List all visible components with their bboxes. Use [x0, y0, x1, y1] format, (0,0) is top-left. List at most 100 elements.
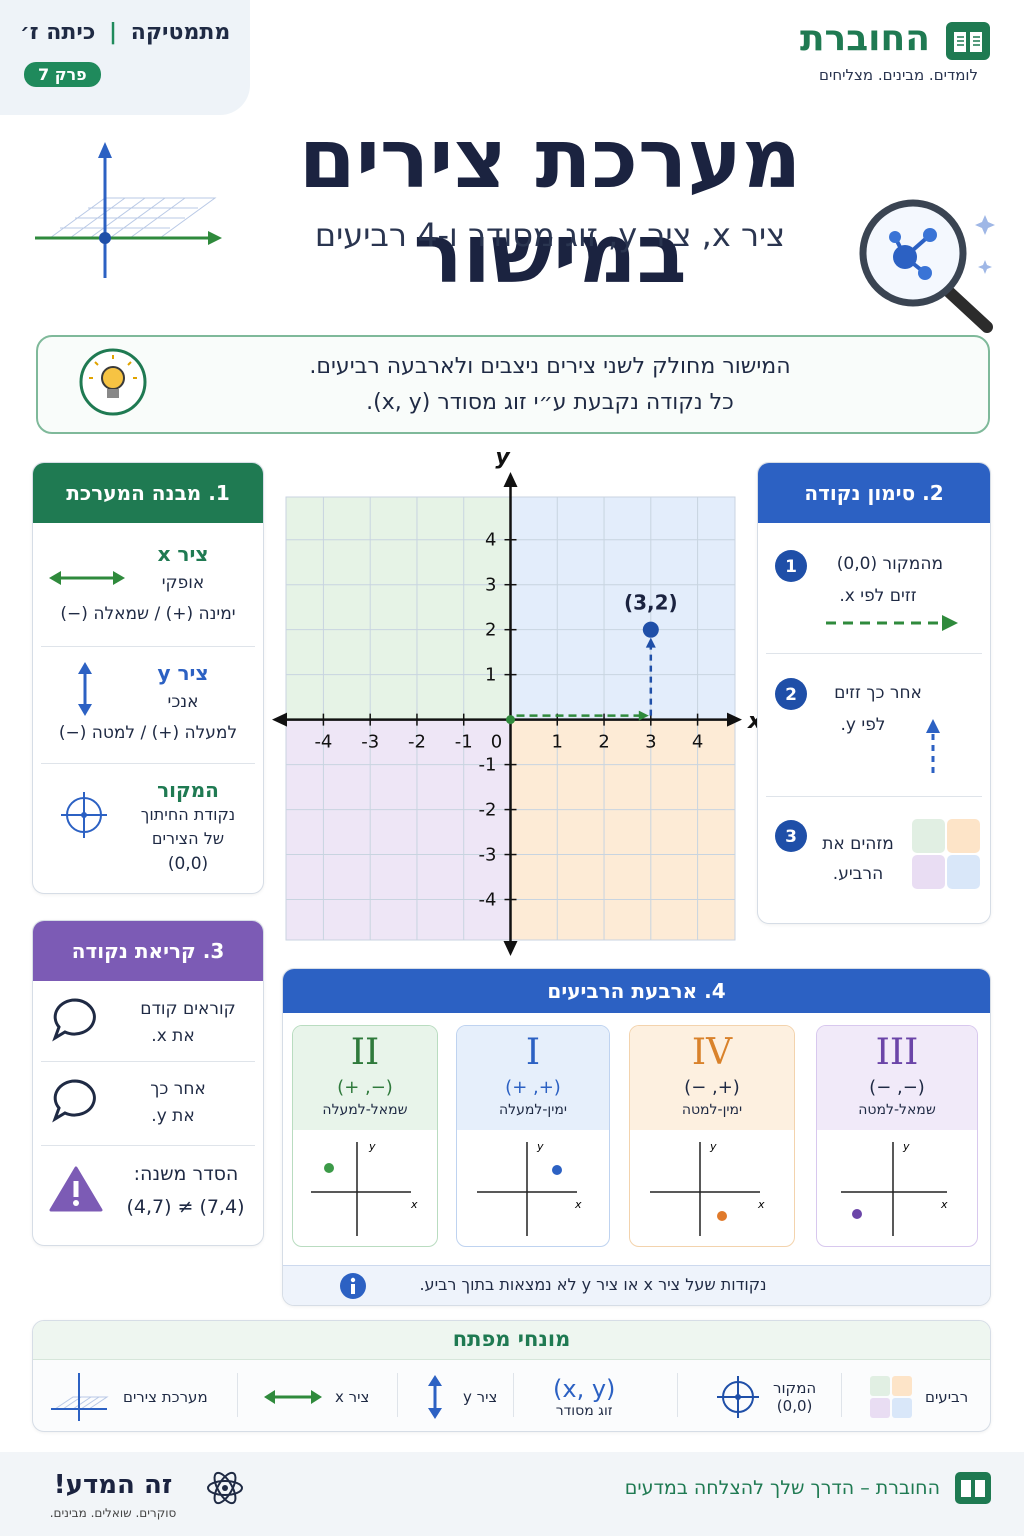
terms-panel: מונחי מפתח רביעים המקור (0,0) (x, y) זוג מ… [32, 1320, 991, 1432]
tagline: לומדים. מבינים. מצליחים [819, 66, 978, 84]
step-number: 3 [785, 827, 797, 847]
x-tick-label: -4 [314, 732, 332, 753]
y-tick-label: -2 [479, 800, 497, 821]
intro-line: כל נקודה נקבעת ע״י זוג מסודר (x, y). [366, 390, 734, 415]
quadrant-desc: שמאל-למטה [858, 1102, 936, 1118]
axis-y: y [902, 1140, 910, 1153]
quadrant-note: נקודות שעל ציר x או ציר y לא נמצאות בתוך… [419, 1275, 767, 1294]
step-text: מזהים את [822, 834, 894, 854]
item-note: (0,0) [167, 854, 209, 874]
item-note: ימינה (+) / שמאלה (−) [60, 604, 236, 624]
y-tick-label: 1 [485, 665, 496, 686]
intro-box [36, 335, 990, 434]
quadrant-numeral: I [525, 1032, 541, 1073]
step-badge: 2 [775, 678, 807, 710]
axis-x: x [410, 1198, 418, 1211]
reading-text: קוראים קודם [140, 999, 236, 1019]
magnifier-icon [859, 199, 995, 333]
y-tick-label: -3 [479, 845, 497, 866]
quadrant-numeral: II [350, 1032, 380, 1073]
warning-title: הסדר משנה: [133, 1163, 239, 1185]
reading-text: את y. [151, 1106, 195, 1126]
plot-frame [285, 496, 736, 941]
step-badge: 1 [775, 550, 807, 582]
term-icon [870, 1376, 912, 1418]
speech-icon [52, 1079, 96, 1123]
footer-icon [955, 1472, 991, 1504]
x-tick-label: -2 [408, 732, 426, 753]
term-pair: (x, y) [553, 1375, 616, 1403]
axis-x: x [940, 1198, 948, 1211]
x-axis-arrow [727, 712, 742, 727]
footer-logo-tagline: סוקרים. שואלים. מבינים. [49, 1506, 177, 1520]
step-text: מהמקור (0,0) [836, 554, 943, 574]
panel-title: 4. ארבעת הרביעים [283, 969, 990, 1013]
origin-icon [61, 792, 107, 838]
footer-logo: זה המדע! [53, 1470, 173, 1500]
marking-panel: 2. סימון נקודה 1 מהמקור (0,0) זזים לפי x… [757, 462, 991, 924]
subject: מתמטיקה [130, 20, 231, 45]
origin-label: 0 [491, 732, 502, 753]
item-kind: נקודת החיתוך של הצירים [140, 805, 236, 848]
info-icon [340, 1273, 366, 1299]
step-badge: 3 [775, 820, 807, 852]
item-name: ציר x [157, 542, 209, 566]
term-label: רביעים [925, 1388, 969, 1406]
terms-header [33, 1321, 990, 1360]
point-label: (3,2) [624, 591, 678, 615]
y-axis-icon [78, 662, 92, 716]
quadrant-icon [912, 819, 980, 889]
term-icon [51, 1373, 109, 1421]
term: מערכת צירים [49, 1366, 208, 1428]
x-tick-label: 4 [692, 732, 703, 753]
intro-line: המישור מחולק לשני צירים ניצבים ולארבעה ר… [309, 354, 791, 379]
y-step-arrow [926, 719, 940, 773]
step-text: אחר כך זזים [834, 683, 922, 703]
item-kind: אופקי [161, 573, 205, 593]
x-tick-label: 2 [598, 732, 609, 753]
note-bar [283, 1265, 990, 1305]
speech-icon [52, 998, 96, 1042]
step-text: לפי y. [840, 715, 886, 735]
brand-icon [946, 22, 990, 60]
warning-icon [49, 1166, 103, 1212]
quadrant-bg [510, 497, 735, 720]
subtitle: ציר x, ציר y, זוג מסודר ו-4 רביעים [314, 216, 786, 254]
step-number: 2 [785, 685, 797, 705]
term-label: ציר x [335, 1388, 370, 1406]
x-tick-label: -1 [455, 732, 473, 753]
quadrant-signs: (−, −) [869, 1077, 925, 1098]
term: רביעים [869, 1366, 968, 1428]
y-tick-label: 4 [485, 530, 496, 551]
quadrant-mini-axes: xy [650, 1140, 765, 1236]
y-axis-label: y [495, 445, 511, 470]
term-icon [264, 1390, 322, 1404]
footer [0, 1452, 1024, 1536]
header-badge [0, 0, 250, 115]
quadrant-numeral: III [875, 1032, 919, 1073]
atom-icon [207, 1471, 243, 1505]
data-point [642, 621, 659, 638]
y-guide-arrow [645, 637, 656, 648]
quadrant-desc: ימין-למעלה [499, 1102, 567, 1118]
term-label: ציר y [463, 1388, 498, 1406]
bulb-icon [79, 348, 147, 416]
term-icon [717, 1376, 759, 1418]
x-axis-arrow [272, 712, 287, 727]
y-axis-arrow [503, 472, 518, 487]
x-tick-label: -3 [361, 732, 379, 753]
axis-x: x [757, 1198, 765, 1211]
brand: החוברת [799, 18, 930, 59]
term-label: מערכת צירים [123, 1388, 208, 1406]
item-name: המקור [157, 778, 219, 802]
panel-title: 3. קריאת נקודה [33, 921, 263, 981]
term-icon [428, 1375, 442, 1419]
grade: כיתה ז׳ [20, 20, 96, 45]
x-tick-label: 1 [552, 732, 563, 753]
warning-example: (4,7) ≠ (7,4) [126, 1196, 245, 1218]
quadrant-signs: (−, +) [337, 1077, 393, 1098]
reading-panel: 3. קריאת נקודה קוראים קודם את x. אחר כך … [32, 920, 264, 1246]
quadrant-mini-axes: xy [841, 1140, 948, 1236]
